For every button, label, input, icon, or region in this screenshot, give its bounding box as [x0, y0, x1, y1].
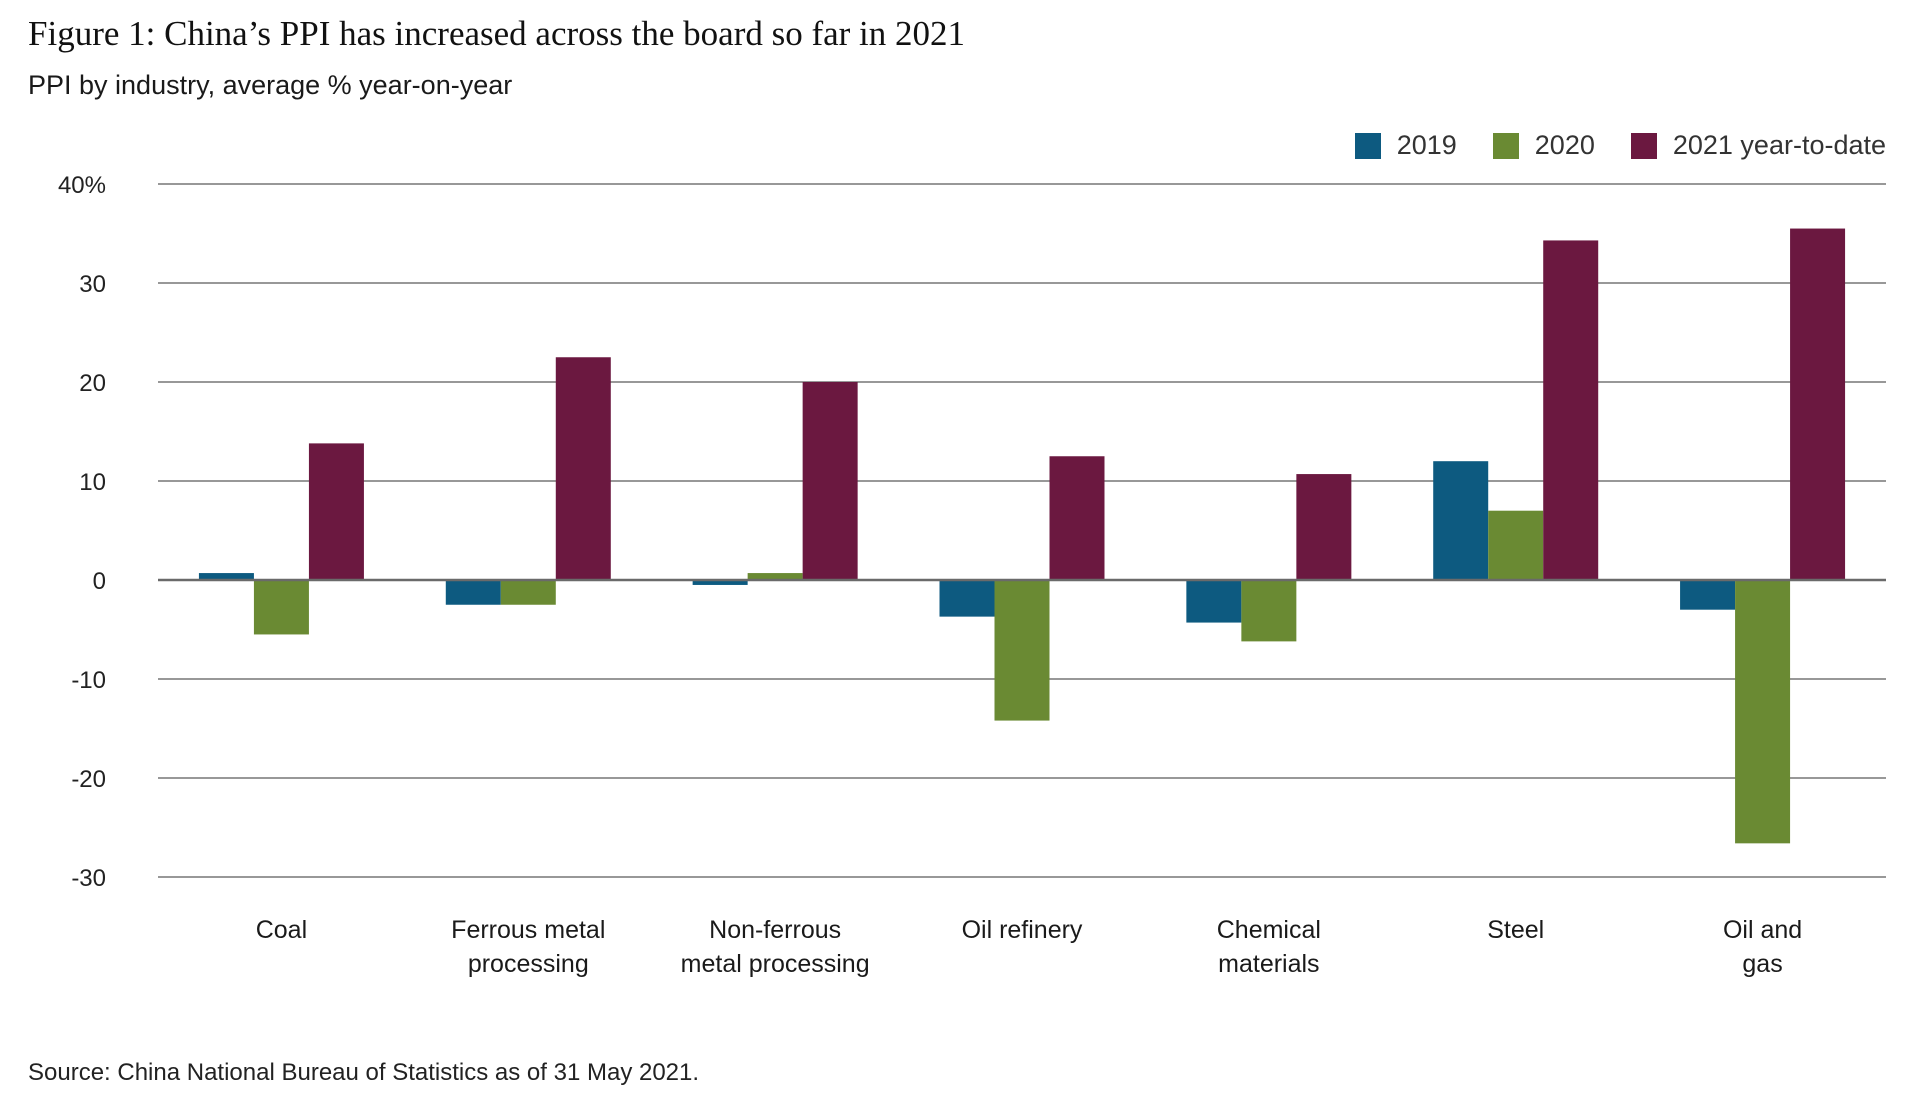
legend-item-2019: 2019 — [1354, 130, 1457, 161]
bar-2020 — [747, 573, 803, 580]
legend: 2019 2020 2021 year-to-date — [1354, 130, 1886, 161]
bar-2021-year-to-date — [802, 382, 858, 580]
source-note: Source: China National Bureau of Statist… — [28, 1059, 700, 1086]
bar-2021-year-to-date — [555, 357, 611, 580]
y-tick-label: 10 — [79, 469, 106, 496]
x-tick-label: Chemical — [1217, 916, 1321, 944]
bar-2019 — [198, 573, 254, 580]
bar-2021-year-to-date — [308, 443, 364, 580]
legend-swatch-2019 — [1354, 132, 1381, 159]
bar-2020 — [1488, 510, 1544, 580]
bar-2020 — [500, 580, 556, 605]
bar-2021-year-to-date — [1543, 240, 1599, 580]
x-tick-label: Ferrous metal — [451, 916, 605, 944]
bar-2020 — [253, 580, 309, 635]
legend-label-2019: 2019 — [1396, 130, 1457, 160]
chart-subtitle: PPI by industry, average % year-on-year — [28, 70, 513, 100]
bar-2019 — [692, 580, 748, 585]
x-tick-label: metal processing — [681, 950, 870, 978]
x-tick-label: processing — [468, 950, 589, 978]
y-tick-label: -10 — [71, 667, 106, 694]
x-tick-label: Oil and — [1723, 916, 1802, 944]
bar-2020 — [994, 580, 1050, 721]
bar-2019 — [1186, 580, 1242, 623]
bar-2020 — [1735, 580, 1791, 844]
bar-2021-year-to-date — [1296, 474, 1352, 580]
x-tick-label: materials — [1218, 950, 1319, 978]
bar-2019 — [939, 580, 995, 617]
bar-2019 — [1433, 461, 1489, 580]
y-tick-label: 20 — [79, 370, 106, 397]
bar-2020 — [1241, 580, 1297, 642]
x-tick-label: Oil refinery — [962, 916, 1083, 944]
x-tick-label: Coal — [256, 916, 307, 944]
legend-label-2021-ytd: 2021 year-to-date — [1672, 130, 1886, 160]
y-tick-label: -30 — [71, 865, 106, 892]
x-tick-label: gas — [1742, 950, 1782, 978]
bar-2019 — [445, 580, 501, 605]
legend-item-2020: 2020 — [1492, 130, 1595, 161]
legend-label-2020: 2020 — [1534, 130, 1595, 160]
legend-swatch-2021-ytd — [1630, 132, 1657, 159]
bar-2021-year-to-date — [1049, 456, 1105, 580]
y-tick-label: 30 — [79, 271, 106, 298]
x-tick-label: Non-ferrous — [709, 916, 841, 944]
y-tick-label: 0 — [93, 568, 106, 595]
legend-swatch-2020 — [1492, 132, 1519, 159]
bar-2019 — [1680, 580, 1736, 610]
x-tick-label: Steel — [1487, 916, 1544, 944]
y-tick-label: 40% — [58, 172, 106, 199]
legend-item-2021-ytd: 2021 year-to-date — [1630, 130, 1886, 161]
bar-2021-year-to-date — [1790, 228, 1846, 581]
y-tick-label: -20 — [71, 766, 106, 793]
chart-title: Figure 1: China’s PPI has increased acro… — [28, 14, 966, 53]
